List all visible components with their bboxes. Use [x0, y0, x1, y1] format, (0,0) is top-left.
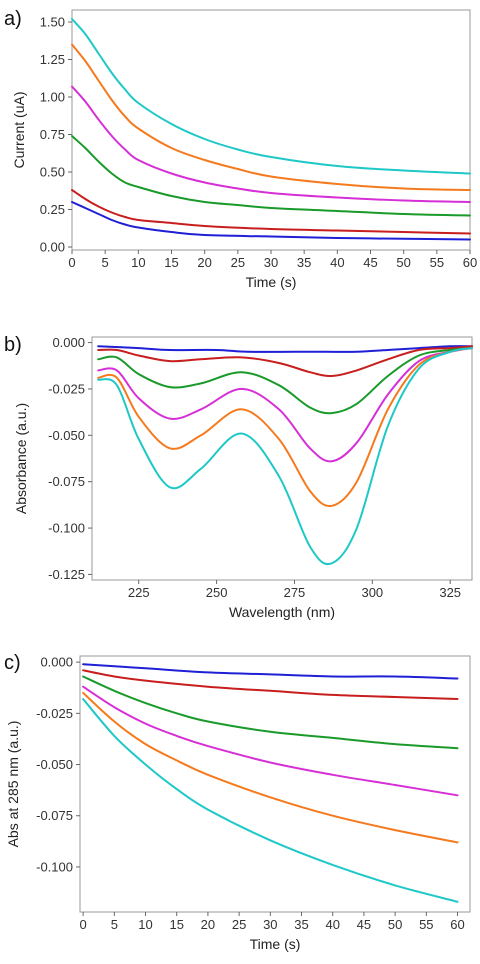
x-tick-label-a: 40 — [330, 255, 344, 270]
series-line-a-4 — [71, 43, 471, 191]
series-line-a-5 — [71, 18, 471, 175]
y-tick-label-c: -0.100 — [36, 859, 73, 874]
x-tick-label-c: 10 — [138, 917, 152, 932]
series-line-b-3 — [97, 347, 473, 463]
series-line-c-3 — [82, 685, 459, 797]
x-tick-label-c: 50 — [388, 917, 402, 932]
x-tick-label-c: 60 — [450, 917, 464, 932]
y-tick-label-c: -0.050 — [36, 757, 73, 772]
x-axis-title-a: Time (s) — [246, 274, 297, 290]
series-line-c-0 — [82, 663, 459, 680]
series-line-c-4 — [82, 691, 459, 844]
x-tick-label-b: 300 — [361, 585, 383, 600]
y-tick-label-c: -0.075 — [36, 808, 73, 823]
series-line-c-5 — [82, 698, 459, 903]
panel-c-label: c) — [4, 652, 21, 674]
plot-frame-b — [91, 336, 473, 581]
y-tick-label-a: 0.00 — [40, 240, 65, 255]
x-tick-label-a: 60 — [463, 255, 477, 270]
x-tick-label-a: 35 — [297, 255, 311, 270]
series-line-b-2 — [97, 347, 473, 415]
y-tick-label-b: -0.125 — [48, 567, 85, 582]
series-line-a-1 — [71, 189, 471, 235]
y-tick-label-c: 0.000 — [40, 655, 73, 670]
series-line-a-3 — [71, 85, 471, 203]
y-tick-label-b: -0.050 — [48, 428, 85, 443]
series-line-a-0 — [71, 201, 471, 241]
series-line-b-4 — [97, 347, 473, 508]
x-tick-label-a: 45 — [363, 255, 377, 270]
x-tick-label-a: 5 — [102, 255, 109, 270]
series-line-b-5 — [97, 347, 473, 566]
x-tick-label-b: 275 — [284, 585, 306, 600]
x-tick-label-a: 20 — [197, 255, 211, 270]
series-line-b-0 — [97, 345, 473, 353]
series-line-a-2 — [71, 135, 471, 217]
x-tick-label-c: 25 — [232, 917, 246, 932]
y-axis-title-b: Absorbance (a.u.) — [13, 403, 29, 514]
series-line-b-1 — [97, 345, 473, 378]
series-line-c-2 — [82, 675, 459, 750]
y-tick-label-a: 0.25 — [40, 202, 65, 217]
x-tick-label-c: 20 — [201, 917, 215, 932]
y-axis-title-a: Current (uA) — [11, 91, 27, 168]
y-tick-label-b: -0.025 — [48, 381, 85, 396]
y-axis-title-c: Abs at 285 nm (a.u.) — [5, 721, 21, 848]
x-tick-label-a: 55 — [430, 255, 444, 270]
y-tick-label-a: 1.00 — [40, 90, 65, 105]
panel-a-label: a) — [4, 8, 22, 30]
x-tick-label-c: 45 — [357, 917, 371, 932]
y-tick-label-a: 1.25 — [40, 52, 65, 67]
y-tick-label-a: 1.50 — [40, 15, 65, 30]
x-tick-label-b: 250 — [206, 585, 228, 600]
x-tick-label-c: 15 — [169, 917, 183, 932]
x-tick-label-a: 0 — [68, 255, 75, 270]
x-tick-label-c: 35 — [294, 917, 308, 932]
series-line-c-1 — [82, 669, 459, 700]
x-tick-label-c: 5 — [111, 917, 118, 932]
y-tick-label-b: 0.000 — [52, 335, 85, 350]
x-tick-label-a: 50 — [396, 255, 410, 270]
y-tick-label-b: -0.100 — [48, 521, 85, 536]
y-tick-label-c: -0.025 — [36, 706, 73, 721]
x-tick-label-a: 10 — [131, 255, 145, 270]
x-tick-label-a: 30 — [264, 255, 278, 270]
y-tick-label-a: 0.50 — [40, 165, 65, 180]
x-axis-title-b: Wavelength (nm) — [229, 604, 335, 620]
x-tick-label-c: 40 — [325, 917, 339, 932]
x-tick-label-c: 55 — [419, 917, 433, 932]
x-axis-title-c: Time (s) — [250, 936, 301, 952]
y-tick-label-a: 0.75 — [40, 127, 65, 142]
x-tick-label-a: 15 — [164, 255, 178, 270]
panel-b-label: b) — [4, 334, 22, 356]
x-tick-label-a: 25 — [231, 255, 245, 270]
y-tick-label-b: -0.075 — [48, 474, 85, 489]
x-tick-label-b: 225 — [128, 585, 150, 600]
plot-frame-c — [79, 655, 471, 913]
x-tick-label-b: 325 — [439, 585, 461, 600]
x-tick-label-c: 0 — [80, 917, 87, 932]
x-tick-label-c: 30 — [263, 917, 277, 932]
